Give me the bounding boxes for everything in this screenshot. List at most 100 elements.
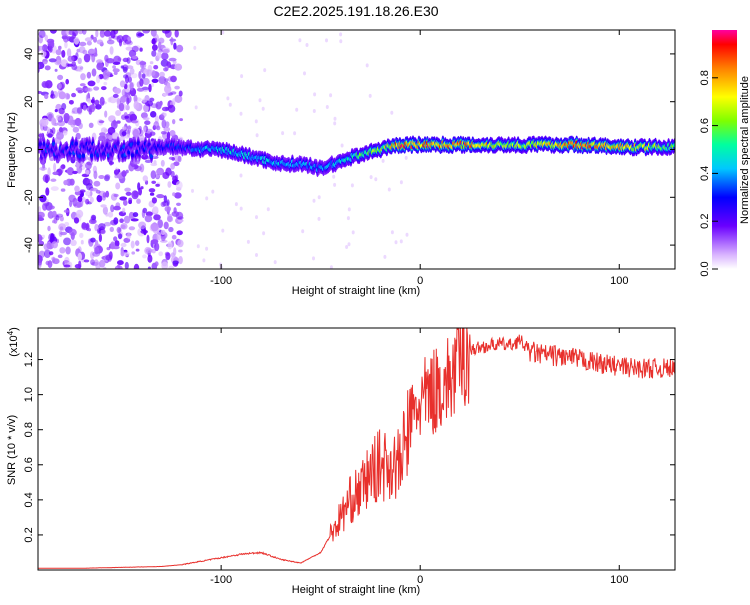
spectrogram-cell	[202, 258, 206, 263]
spectrogram-cell	[165, 106, 169, 111]
spectrogram-cell	[125, 191, 132, 196]
spectrogram-cell	[102, 192, 107, 198]
spectrogram-cell	[115, 110, 122, 116]
spectrogram-cell	[150, 111, 157, 118]
spectrogram-cell	[38, 206, 41, 214]
spectrogram-cell	[196, 244, 200, 249]
spectrogram-cell	[79, 232, 84, 239]
spectrogram-cell	[374, 177, 378, 182]
snr-frame	[37, 327, 676, 571]
spectrogram-cell	[193, 45, 197, 50]
y-tick-label: 0.2	[23, 527, 35, 542]
spectrogram-cell	[171, 211, 180, 217]
spectrogram-cell	[139, 78, 144, 87]
spectrogram-cell	[122, 207, 126, 214]
spectrogram-cell	[171, 234, 177, 240]
spectrogram-cell	[94, 99, 100, 106]
spectrogram-cell	[166, 199, 170, 207]
spectrogram-cell	[66, 167, 74, 176]
spectrogram-cell	[165, 167, 172, 176]
spectrogram-cell	[163, 221, 169, 230]
spectrogram-cell	[170, 36, 174, 46]
spectrogram-cell	[161, 52, 169, 60]
spectrogram-cell	[133, 100, 140, 110]
spectrogram-cell	[126, 232, 131, 240]
spectrogram-cell	[58, 91, 66, 100]
spectrogram-cell	[44, 93, 49, 100]
spectrogram-cell	[93, 170, 98, 180]
spectrogram-cell	[131, 120, 139, 124]
spectrogram-cell	[51, 241, 58, 249]
spectrogram-cell	[142, 117, 150, 121]
snr-x-ticks: -100 0 100	[210, 328, 628, 586]
spectrogram-cell	[96, 62, 104, 71]
spectrogram-cell	[329, 93, 333, 98]
spectrogram-cell	[138, 221, 147, 230]
spectrogram-cell	[131, 251, 135, 255]
spectrogram-cell	[170, 170, 175, 178]
spectrogram-cell	[86, 71, 92, 79]
spectrogram-cell	[120, 95, 127, 103]
spectrogram-cell	[255, 133, 259, 138]
spectrogram-cell	[387, 187, 391, 192]
spectrogram-cell	[96, 194, 103, 203]
spectrogram-cell	[167, 241, 173, 250]
spectrogram-cell	[86, 40, 92, 46]
spectrogram-cell	[161, 119, 167, 129]
spectrogram-cell	[211, 189, 215, 194]
spectrogram-cell	[124, 75, 129, 84]
spectrogram-cell	[368, 93, 372, 98]
spectrogram-cell	[177, 239, 184, 248]
snr-ylabel: SNR (10 * v/v)	[6, 415, 18, 485]
spectrogram-cell	[174, 30, 179, 38]
spectrogram-y-ticks: -40 -20 0 20 40	[23, 48, 675, 253]
spectrogram-cell	[141, 154, 149, 160]
spectrogram-cell	[157, 41, 162, 50]
spectrogram-cell	[383, 254, 387, 259]
spectrogram-cell	[82, 30, 87, 35]
spectrogram-cell	[132, 212, 139, 218]
colorbar-label: Normalized spectral amplitude	[739, 76, 750, 224]
spectrogram-cell	[130, 218, 139, 222]
spectrogram-cell	[67, 63, 73, 67]
spectrogram-cell	[89, 196, 94, 203]
y-tick-label: -20	[23, 189, 35, 205]
spectrogram-cell	[141, 209, 146, 219]
spectrogram-cell	[113, 55, 122, 64]
spectrogram-cell	[83, 259, 90, 263]
spectrogram-cell	[163, 195, 168, 204]
spectrogram-cell	[254, 119, 258, 124]
spectrogram-cell	[108, 161, 114, 165]
spectrogram-xlabel: Height of straight line (km)	[292, 285, 420, 297]
spectrogram-cell	[140, 186, 144, 190]
spectrogram-cell	[99, 96, 105, 106]
spectrogram-cell	[164, 78, 169, 82]
spectrogram-cell	[58, 168, 62, 177]
spectrogram-cell	[78, 46, 86, 54]
spectrogram-cell	[85, 161, 92, 170]
spectrogram-cell	[77, 195, 83, 203]
spectrogram-cell	[83, 53, 91, 63]
spectrogram-cell	[148, 83, 152, 93]
spectrogram-cell	[110, 204, 115, 213]
spectrogram-cell	[55, 49, 62, 56]
spectrogram-cell	[52, 220, 56, 224]
spectrogram-cell	[47, 167, 51, 177]
y-tick-label: 0.4	[23, 492, 35, 507]
spectrogram-cell	[41, 117, 49, 127]
spectrogram-cell	[104, 174, 111, 180]
y-tick-label: 0	[23, 146, 35, 152]
spectrogram-cell	[191, 188, 194, 193]
spectrogram-x-ticks: -100 0 100	[210, 30, 628, 287]
spectrogram-cell	[128, 226, 136, 231]
spectrogram-cell	[58, 83, 62, 89]
spectrogram-cell	[85, 87, 93, 92]
spectrogram-cell	[390, 230, 394, 235]
spectrogram-cell	[65, 246, 71, 255]
spectrogram-cell	[281, 131, 285, 136]
spectrogram-cell	[124, 112, 128, 116]
spectrogram-cell	[64, 41, 68, 49]
spectrogram-cell	[170, 163, 176, 170]
spectrogram-cell	[143, 228, 147, 236]
